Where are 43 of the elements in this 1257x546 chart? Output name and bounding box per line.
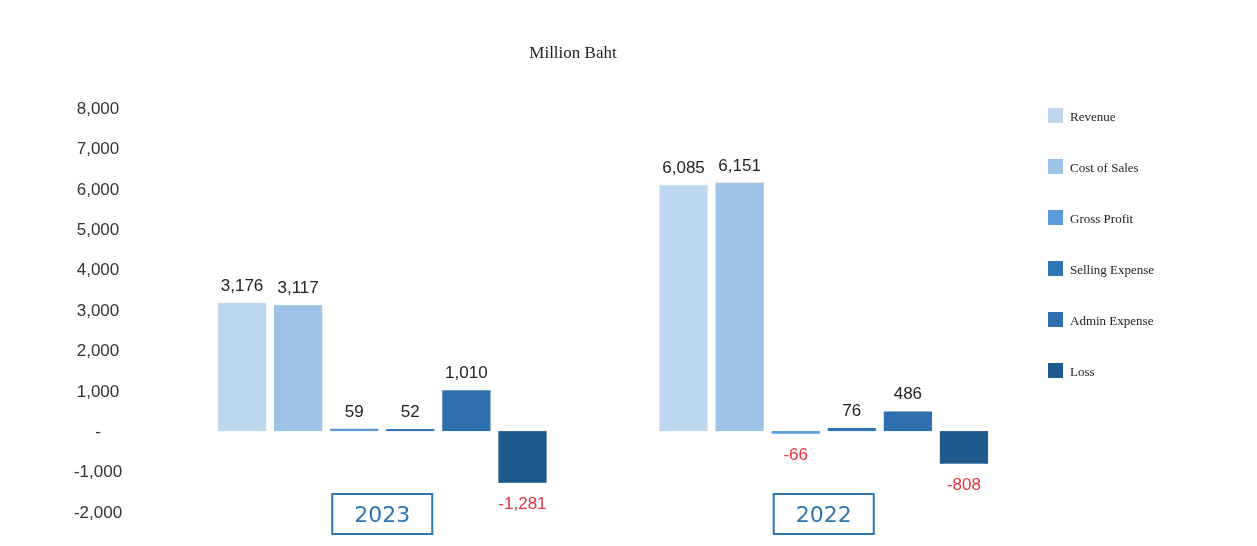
y-tick-label: -	[95, 422, 101, 442]
legend-label: Cost of Sales	[1070, 159, 1139, 175]
data-label: 6,085	[662, 158, 705, 178]
legend-label: Loss	[1070, 363, 1095, 379]
legend-label: Admin Expense	[1070, 312, 1154, 328]
data-label: 3,117	[277, 278, 319, 298]
y-tick-label: 6,000	[76, 179, 120, 199]
legend-label: Gross Profit	[1070, 210, 1134, 226]
y-tick-label: -1,000	[73, 462, 123, 482]
data-label: 76	[842, 401, 862, 421]
bar	[883, 411, 932, 432]
y-tick-label: 4,000	[76, 260, 120, 280]
legend-label: Selling Expense	[1070, 261, 1155, 277]
x-tick-label: 2023	[354, 501, 411, 527]
data-label: 6,151	[718, 155, 761, 175]
legend-label: Revenue	[1070, 108, 1116, 124]
bar	[274, 305, 323, 432]
bar	[939, 431, 989, 464]
bar	[442, 390, 491, 432]
bar	[386, 428, 435, 432]
data-label: 3,176	[220, 275, 264, 295]
data-label: -808	[946, 474, 981, 494]
data-label: 1,010	[445, 363, 488, 383]
y-tick-label: 3,000	[76, 300, 120, 320]
y-tick-label: 7,000	[76, 139, 120, 159]
y-tick-label: -2,000	[73, 502, 123, 522]
bar	[217, 302, 267, 432]
data-label: 59	[344, 401, 364, 421]
x-tick-label: 2022	[795, 501, 852, 527]
chart-title: Million Baht	[529, 43, 617, 62]
data-label: 486	[893, 384, 923, 404]
data-label: 52	[400, 401, 420, 421]
data-label: -66	[783, 444, 808, 464]
bar	[715, 182, 764, 432]
y-tick-label: 2,000	[76, 341, 120, 361]
y-tick-label: 8,000	[76, 98, 120, 118]
bar	[498, 431, 547, 483]
y-tick-label: 5,000	[76, 220, 120, 240]
data-label: -1,281	[498, 493, 547, 513]
bar	[771, 431, 820, 434]
bar	[827, 428, 876, 432]
bar	[659, 185, 708, 432]
y-tick-label: 1,000	[76, 381, 120, 401]
